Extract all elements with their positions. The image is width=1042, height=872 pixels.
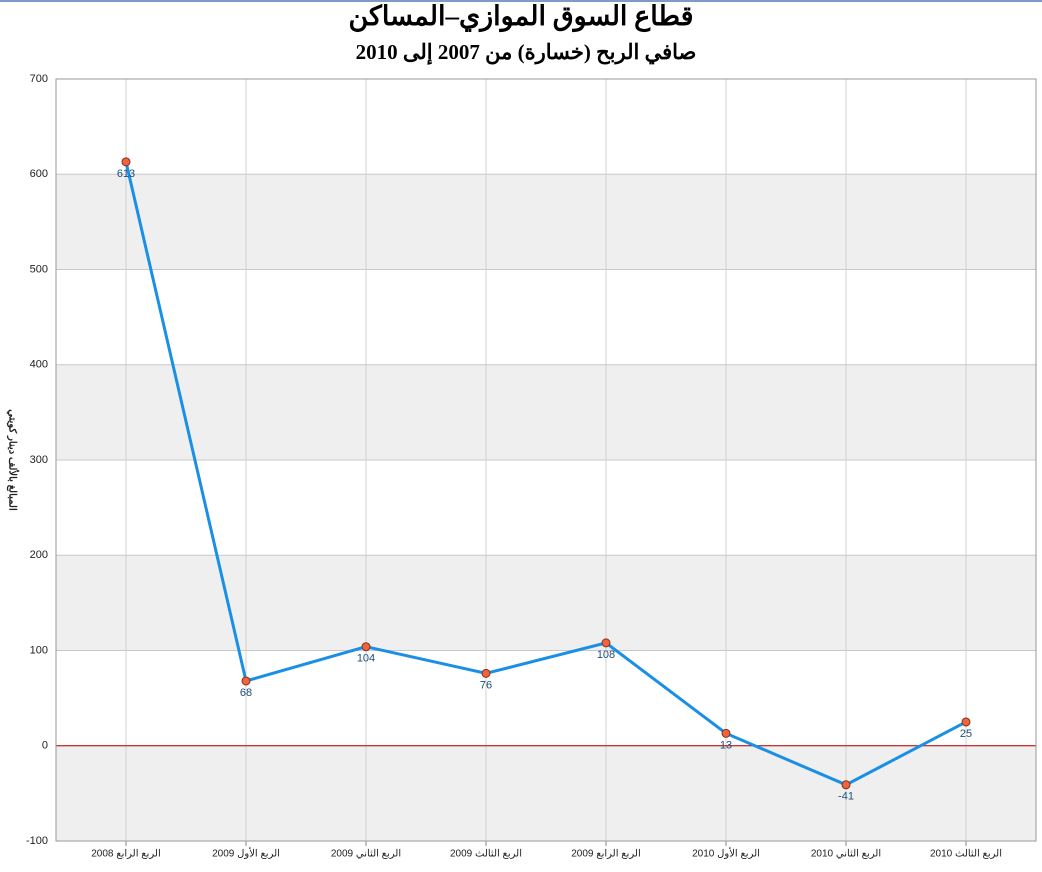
data-label: 68: [240, 687, 252, 699]
marker: [241, 676, 251, 686]
data-label: 76: [480, 679, 492, 691]
y-tick-label: 0: [42, 740, 48, 752]
x-tick-label: الربع الأول 2009: [212, 848, 280, 860]
marker: [961, 717, 971, 727]
marker: [601, 638, 611, 648]
x-tick-label: الربع الرابع 2009: [571, 849, 640, 860]
x-tick-label: الربع الثاني 2009: [331, 849, 401, 860]
data-label: 13: [720, 739, 732, 751]
y-tick-label: 100: [30, 644, 48, 656]
data-label: 104: [357, 653, 375, 665]
x-tick-label: الربع الثاني 2010: [811, 849, 881, 860]
y-axis-title: المبالغ بالألف دينار كويتي: [6, 409, 18, 511]
y-tick-label: 400: [30, 359, 48, 371]
x-tick-label: الربع الثالث 2010: [930, 849, 1002, 860]
y-tick-label: 500: [30, 263, 48, 275]
y-tick-label: 300: [30, 454, 48, 466]
plot-border: [55, 78, 1037, 842]
y-tick-label: -100: [26, 835, 48, 847]
x-tick-label: الربع الثالث 2009: [450, 849, 522, 860]
grid-band: [56, 555, 1036, 651]
marker: [121, 157, 131, 167]
data-label: -41: [838, 791, 854, 803]
grid-band: [56, 174, 1036, 270]
grid-band: [56, 364, 1036, 460]
x-tick-label: الربع الأول 2010: [692, 848, 760, 860]
line: [124, 161, 967, 787]
grid-band: [56, 745, 1036, 841]
marker: [481, 668, 491, 678]
x-tick-label: الربع الرابع 2008: [91, 849, 160, 860]
marker: [841, 780, 851, 790]
data-label: 25: [960, 728, 972, 740]
chart-title: قطاع السوق الموازي–المساكن: [348, 1, 693, 33]
marker: [721, 728, 731, 738]
marker: [361, 642, 371, 652]
y-tick-label: 700: [30, 73, 48, 85]
y-tick-label: 200: [30, 549, 48, 561]
data-label: 108: [597, 649, 615, 661]
y-tick-label: 600: [30, 168, 48, 180]
data-label: 613: [117, 168, 135, 180]
chart-subtitle: صافي الربح (خسارة) من 2007 إلى 2010: [356, 40, 697, 65]
